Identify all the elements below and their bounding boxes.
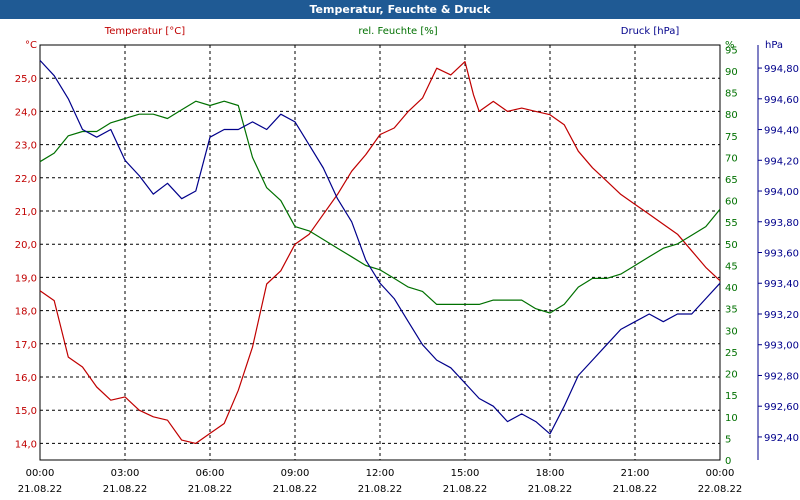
y-tick-pressure: 993,40	[764, 279, 799, 290]
y-tick-temperature: 14,0	[15, 439, 37, 450]
grid	[40, 45, 720, 460]
y-tick-humidity: 40	[725, 283, 738, 294]
series-line-humidity	[39, 100, 721, 314]
series-group	[39, 59, 721, 444]
y-tick-pressure: 994,20	[764, 156, 799, 167]
y-tick-temperature: 23,0	[15, 141, 37, 152]
x-tick-date: 21.08.22	[103, 484, 148, 495]
y-tick-humidity: 20	[725, 370, 738, 381]
axes: 00:00 21.08.22 03:00 21.08.22 06:00 21.08.22 0…	[15, 26, 799, 495]
x-tick-date: 21.08.22	[18, 484, 63, 495]
x-tick-date: 21.08.22	[613, 484, 658, 495]
temperature-unit-label: °C	[25, 40, 37, 51]
y-tick-humidity: 95	[725, 45, 738, 56]
y-tick-pressure: 993,00	[764, 341, 799, 352]
x-tick-date: 22.08.22	[698, 484, 743, 495]
x-tick-time: 18:00	[536, 468, 565, 479]
y-tick-humidity: 5	[725, 434, 731, 445]
y-tick-temperature: 19,0	[15, 273, 37, 284]
y-tick-humidity: 45	[725, 261, 738, 272]
y-tick-humidity: 0	[725, 456, 731, 467]
chart-title: Temperatur, Feuchte & Druck	[0, 0, 800, 19]
y-tick-temperature: 24,0	[15, 107, 37, 118]
y-tick-pressure: 992,80	[764, 371, 799, 382]
x-tick-time: 06:00	[196, 468, 225, 479]
y-tick-pressure: 994,00	[764, 187, 799, 198]
legend-label-humidity: rel. Feuchte [%]	[358, 26, 437, 37]
y-tick-humidity: 85	[725, 89, 738, 100]
y-tick-temperature: 17,0	[15, 340, 37, 351]
y-tick-temperature: 16,0	[15, 373, 37, 384]
x-tick-time: 15:00	[451, 468, 480, 479]
x-tick-time: 09:00	[281, 468, 310, 479]
series-line-pressure	[39, 59, 721, 435]
y-tick-pressure: 994,40	[764, 126, 799, 137]
legend-label-temperature: Temperatur [°C]	[104, 26, 185, 37]
y-tick-pressure: 993,60	[764, 249, 799, 260]
y-tick-temperature: 15,0	[15, 406, 37, 417]
x-tick-date: 21.08.22	[443, 484, 488, 495]
y-tick-pressure: 992,40	[764, 433, 799, 444]
x-tick-time: 21:00	[621, 468, 650, 479]
y-tick-temperature: 22,0	[15, 174, 37, 185]
x-tick-date: 21.08.22	[528, 484, 573, 495]
x-tick-date: 21.08.22	[188, 484, 233, 495]
y-tick-humidity: 65	[725, 175, 738, 186]
series-line-temperature	[39, 60, 721, 444]
y-tick-humidity: 50	[725, 240, 738, 251]
y-tick-humidity: 70	[725, 153, 738, 164]
y-tick-humidity: 90	[725, 67, 738, 78]
y-tick-pressure: 994,80	[764, 64, 799, 75]
y-tick-pressure: 993,80	[764, 218, 799, 229]
y-tick-humidity: 80	[725, 110, 738, 121]
legend-label-pressure: Druck [hPa]	[621, 26, 680, 37]
humidity-unit-label: %	[725, 40, 735, 51]
y-tick-humidity: 55	[725, 218, 738, 229]
y-tick-humidity: 10	[725, 413, 738, 424]
x-tick-time: 03:00	[111, 468, 140, 479]
y-tick-temperature: 21,0	[15, 207, 37, 218]
x-tick-time: 00:00	[26, 468, 55, 479]
y-tick-pressure: 993,20	[764, 310, 799, 321]
y-tick-pressure: 992,60	[764, 402, 799, 413]
x-tick-time: 12:00	[366, 468, 395, 479]
y-tick-humidity: 35	[725, 305, 738, 316]
pressure-unit-label: hPa	[765, 40, 783, 51]
y-tick-temperature: 18,0	[15, 307, 37, 318]
y-tick-humidity: 15	[725, 391, 738, 402]
y-tick-pressure: 994,60	[764, 95, 799, 106]
x-tick-date: 21.08.22	[358, 484, 403, 495]
x-tick-date: 21.08.22	[273, 484, 318, 495]
y-tick-humidity: 60	[725, 197, 738, 208]
y-tick-humidity: 30	[725, 326, 738, 337]
y-tick-temperature: 25,0	[15, 74, 37, 85]
y-tick-temperature: 20,0	[15, 240, 37, 251]
y-tick-humidity: 75	[725, 132, 738, 143]
x-tick-time: 00:00	[706, 468, 735, 479]
y-tick-humidity: 25	[725, 348, 738, 359]
